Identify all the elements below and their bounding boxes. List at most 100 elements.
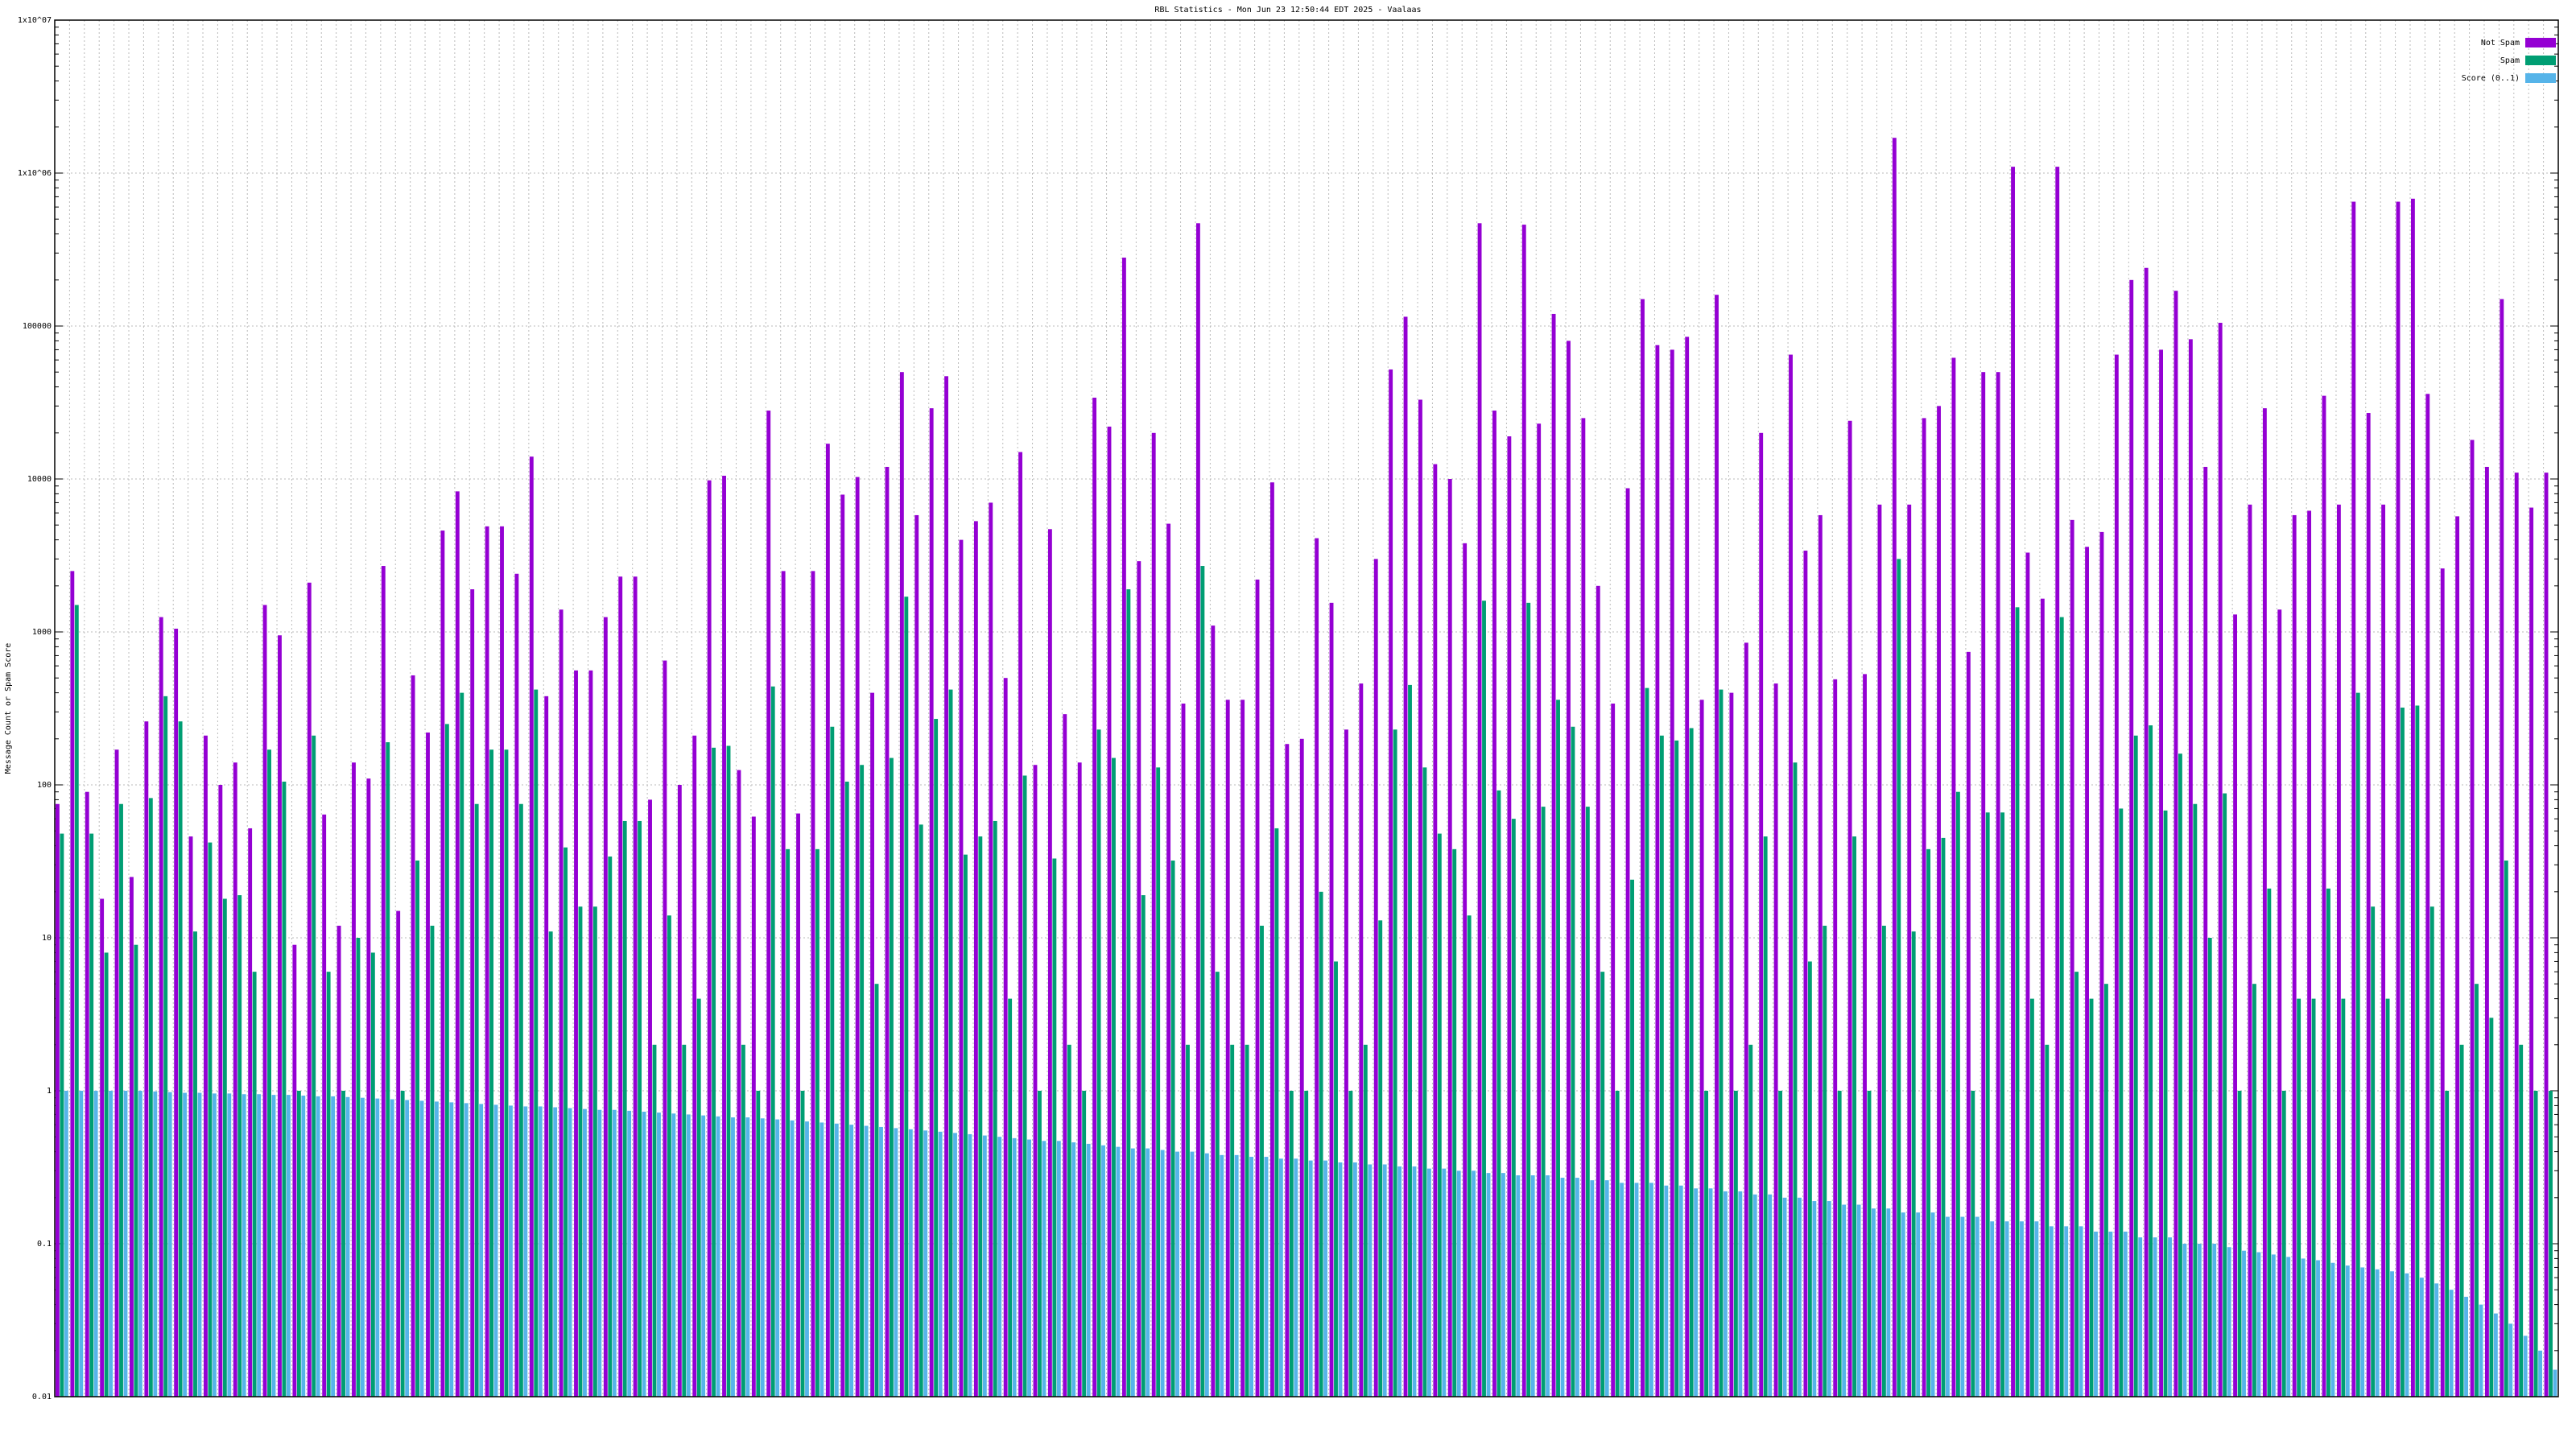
bar: [938, 1131, 943, 1397]
bar: [1130, 1148, 1135, 1397]
bar: [874, 984, 879, 1397]
bar: [2322, 395, 2326, 1397]
bar: [2326, 888, 2330, 1397]
bar: [1699, 700, 1704, 1397]
bar: [474, 803, 479, 1397]
bar: [1338, 1162, 1343, 1397]
bar: [485, 526, 489, 1397]
bar: [2286, 1257, 2291, 1397]
bar: [667, 915, 671, 1397]
bar: [864, 1125, 869, 1397]
bar: [316, 1096, 320, 1397]
bar: [870, 692, 874, 1397]
bar: [56, 803, 60, 1397]
bar: [1323, 1160, 1328, 1397]
bar: [79, 1091, 84, 1397]
bar: [2307, 510, 2312, 1397]
bar: [1922, 418, 1926, 1397]
bar: [248, 828, 253, 1397]
bar: [514, 573, 519, 1397]
bar: [964, 854, 968, 1397]
bar: [1269, 482, 1274, 1397]
bar: [1600, 972, 1605, 1397]
bar: [375, 1098, 380, 1397]
bar: [2533, 1091, 2538, 1397]
bar: [840, 494, 845, 1397]
bar: [100, 898, 105, 1397]
bar: [2267, 888, 2272, 1397]
bar: [1778, 1091, 1783, 1397]
bar: [479, 1104, 484, 1397]
bar: [242, 1094, 246, 1397]
bar: [1156, 767, 1161, 1397]
bar: [2479, 1304, 2483, 1397]
bar: [2475, 984, 2479, 1397]
bar: [1211, 625, 1216, 1397]
bar: [1886, 1208, 1891, 1397]
bar: [2341, 998, 2346, 1397]
bar: [1249, 1157, 1253, 1397]
bar: [781, 571, 786, 1397]
bar: [1359, 683, 1364, 1397]
bar: [1911, 931, 1916, 1397]
bar: [1397, 1166, 1402, 1397]
bar: [1537, 423, 1542, 1397]
bar: [751, 816, 756, 1397]
bar: [434, 1101, 439, 1397]
bar: [2345, 1265, 2350, 1397]
bar: [834, 1123, 839, 1397]
bar: [2371, 906, 2376, 1397]
bar: [1141, 895, 1146, 1397]
bar: [2168, 1237, 2172, 1397]
bar: [686, 1114, 691, 1397]
bar: [1907, 504, 1912, 1397]
bar: [464, 1103, 469, 1397]
bar: [1126, 589, 1131, 1397]
bar: [1526, 602, 1531, 1397]
bar: [134, 944, 138, 1397]
bar: [2212, 1244, 2217, 1397]
bar: [2103, 984, 2108, 1397]
bar: [1960, 1216, 1965, 1397]
bar: [411, 675, 415, 1397]
bar: [470, 589, 475, 1397]
bar: [2045, 1044, 2050, 1397]
bar: [564, 847, 568, 1397]
bar: [1304, 1091, 1309, 1397]
bar: [2089, 998, 2094, 1397]
bar: [2144, 267, 2149, 1397]
bar: [1818, 514, 1823, 1397]
bar: [370, 952, 375, 1397]
bar: [271, 1095, 276, 1397]
bar: [2360, 1267, 2365, 1397]
bar: [766, 411, 771, 1397]
bar: [1724, 1191, 1728, 1397]
bar: [1463, 543, 1468, 1397]
bar: [2464, 1296, 2468, 1397]
bar: [1678, 1185, 1683, 1397]
bar: [2277, 609, 2282, 1397]
bar: [2381, 504, 2386, 1397]
bar: [1437, 833, 1442, 1397]
bar: [1877, 504, 1882, 1397]
bar: [1659, 735, 1664, 1397]
bar: [1996, 372, 2000, 1397]
bar: [1556, 700, 1560, 1397]
bar: [386, 742, 390, 1397]
bar: [2252, 984, 2256, 1397]
bar: [2336, 504, 2341, 1397]
bar: [352, 762, 356, 1397]
bar: [1966, 651, 1971, 1397]
bar: [257, 1094, 262, 1397]
bar: [1789, 354, 1793, 1397]
bar: [400, 1091, 405, 1397]
bar: [233, 762, 237, 1397]
bar: [622, 820, 627, 1397]
bar: [2508, 1323, 2513, 1397]
bar: [716, 1116, 720, 1397]
bar: [104, 952, 109, 1397]
legend-label: Spam: [2500, 56, 2520, 65]
bar: [1482, 601, 1486, 1397]
bar: [1186, 1044, 1190, 1397]
bar: [2301, 1258, 2306, 1397]
